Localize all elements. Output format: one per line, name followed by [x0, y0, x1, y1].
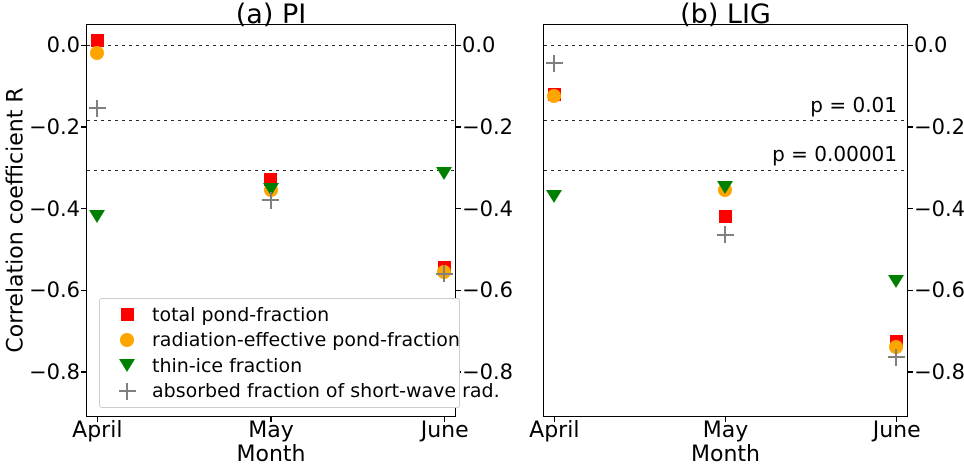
marker-triangle-down [89, 210, 105, 224]
legend-label: absorbed fraction of short-wave rad. [152, 380, 500, 403]
xtick-mark [896, 417, 898, 422]
subplot-b-title: (b) LIG [680, 0, 771, 30]
marker-plus [88, 99, 106, 117]
ytick-label: −0.8 [29, 360, 80, 384]
ytick-label: −0.6 [462, 278, 513, 303]
legend: total pond-fraction radiation-effective … [99, 298, 500, 408]
ytick-label: −0.8 [462, 360, 513, 384]
ytick-mark [456, 208, 461, 210]
legend-item-total-pond-fraction: total pond-fraction [100, 302, 459, 328]
ytick-mark [908, 371, 913, 373]
ytick-label: −0.4 [914, 196, 964, 221]
ytick-mark [908, 126, 913, 128]
subplot-b-plot-area: p = 0.01 p = 0.00001 [543, 24, 908, 417]
xtick-mark [553, 417, 555, 422]
xtick-label: April [529, 418, 580, 443]
significance-gridline [87, 120, 455, 122]
marker-plus [262, 191, 280, 209]
ytick-mark [908, 208, 913, 210]
marker-triangle-down [436, 167, 453, 181]
subplot-a-title: (a) PI [235, 0, 307, 30]
marker-circle [547, 89, 561, 104]
ytick-mark [456, 44, 461, 46]
ytick-label: −0.8 [914, 360, 964, 384]
marker-plus [545, 54, 563, 72]
ytick-label: −0.4 [462, 196, 513, 221]
marker-square [90, 34, 104, 48]
xtick-mark [96, 417, 98, 422]
marker-plus [716, 226, 734, 244]
x-axis-label-a: Month [236, 442, 306, 467]
ytick-label: 0.0 [46, 33, 80, 58]
ytick-label: −0.4 [29, 196, 80, 221]
square-marker-icon [116, 306, 138, 324]
ytick-label: 0.0 [462, 33, 496, 58]
xtick-mark [270, 417, 272, 422]
ytick-mark [456, 289, 461, 291]
marker-plus [887, 348, 905, 366]
marker-plus [435, 265, 453, 283]
p-value-label: p = 0.01 [810, 92, 897, 117]
significance-gridline [544, 169, 907, 171]
triangle-down-marker-icon [116, 357, 138, 375]
xtick-label: June [872, 418, 921, 443]
xtick-mark [724, 417, 727, 422]
xtick-mark [444, 417, 446, 422]
xtick-label: May [702, 418, 749, 443]
plus-marker-icon [116, 382, 138, 400]
ytick-mark [81, 44, 86, 46]
legend-label: thin-ice fraction [152, 354, 303, 377]
ytick-label: −0.2 [914, 114, 964, 139]
ytick-label: −0.6 [914, 278, 964, 303]
legend-item-thin-ice-fraction: thin-ice fraction [100, 353, 459, 379]
significance-gridline [544, 120, 907, 122]
ytick-mark [81, 371, 86, 373]
legend-item-absorbed-fraction: absorbed fraction of short-wave rad. [100, 379, 500, 405]
ytick-mark [908, 289, 913, 291]
significance-gridline [87, 169, 455, 171]
legend-label: total pond-fraction [152, 303, 330, 326]
significance-gridline [87, 44, 455, 46]
subplot-a-plot-area [86, 24, 456, 417]
circle-marker-icon [116, 331, 138, 349]
ytick-mark [456, 126, 461, 128]
ytick-mark [81, 208, 86, 210]
xtick-label: April [72, 418, 123, 443]
ytick-mark [81, 126, 86, 128]
xtick-label: May [248, 418, 294, 443]
marker-triangle-down [546, 189, 562, 203]
ytick-label: −0.2 [462, 114, 513, 139]
ytick-label: −0.2 [29, 114, 80, 139]
marker-triangle-down [717, 181, 734, 195]
xtick-label: June [420, 418, 469, 443]
ytick-label: −0.6 [29, 278, 80, 303]
p-value-label: p = 0.00001 [772, 142, 897, 167]
ytick-mark [908, 44, 913, 46]
legend-label: radiation-effective pond-fraction [152, 329, 460, 352]
marker-circle [889, 340, 904, 355]
marker-triangle-down [262, 183, 279, 197]
x-axis-label-b: Month [691, 442, 760, 467]
marker-square [718, 210, 732, 224]
legend-item-radiation-effective-pond-fraction: radiation-effective pond-fraction [100, 328, 460, 354]
marker-triangle-down [888, 275, 905, 289]
ytick-mark [81, 289, 86, 291]
ytick-label: 0.0 [914, 33, 948, 58]
significance-gridline [544, 44, 907, 46]
marker-circle [90, 46, 104, 61]
